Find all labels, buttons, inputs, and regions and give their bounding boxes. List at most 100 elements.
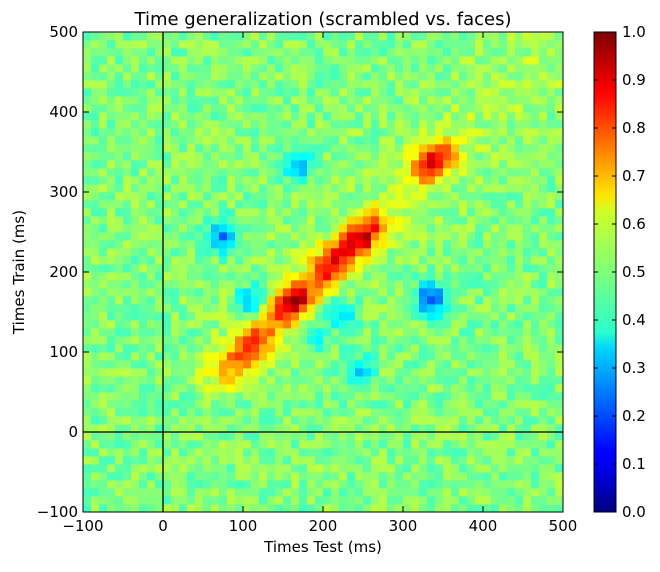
heatmap-cell: [267, 48, 276, 57]
heatmap-cell: [115, 296, 124, 305]
heatmap-cell: [459, 488, 468, 497]
heatmap-cell: [147, 88, 156, 97]
heatmap-cell: [115, 72, 124, 81]
heatmap-cell: [467, 344, 476, 353]
heatmap-cell: [395, 40, 404, 49]
heatmap-cell: [395, 136, 404, 145]
heatmap-cell: [355, 328, 364, 337]
heatmap-cell: [307, 288, 316, 297]
heatmap-cell: [267, 288, 276, 297]
heatmap-cell: [427, 216, 436, 225]
heatmap-cell: [459, 120, 468, 129]
heatmap-cell: [355, 88, 364, 97]
heatmap-cell: [155, 176, 164, 185]
heatmap-cell: [419, 408, 428, 417]
heatmap-cell: [99, 64, 108, 73]
heatmap-cell: [235, 152, 244, 161]
heatmap-cell: [467, 48, 476, 57]
heatmap-cell: [339, 144, 348, 153]
heatmap-cell: [419, 144, 428, 153]
heatmap-cell: [147, 176, 156, 185]
heatmap-cell: [459, 208, 468, 217]
heatmap-cell: [267, 240, 276, 249]
heatmap-cell: [163, 56, 172, 65]
heatmap-cell: [283, 96, 292, 105]
heatmap-cell: [555, 376, 564, 385]
heatmap-cell: [323, 488, 332, 497]
heatmap-cell: [531, 400, 540, 409]
heatmap-cell: [339, 128, 348, 137]
heatmap-cell: [427, 80, 436, 89]
heatmap-cell: [379, 344, 388, 353]
heatmap-cell: [387, 384, 396, 393]
heatmap-cell: [403, 160, 412, 169]
heatmap-cell: [499, 120, 508, 129]
heatmap-cell: [219, 192, 228, 201]
heatmap-cell: [179, 272, 188, 281]
heatmap-cell: [507, 304, 516, 313]
heatmap-cell: [379, 48, 388, 57]
heatmap-cell: [259, 464, 268, 473]
heatmap-cell: [483, 424, 492, 433]
heatmap-cell: [235, 88, 244, 97]
heatmap-cell: [355, 224, 364, 233]
heatmap-cell: [195, 144, 204, 153]
heatmap-cell: [115, 496, 124, 505]
heatmap-cell: [355, 464, 364, 473]
heatmap-cell: [435, 384, 444, 393]
heatmap-cell: [179, 256, 188, 265]
heatmap-cell: [291, 328, 300, 337]
heatmap-cell: [219, 48, 228, 57]
heatmap-cell: [515, 312, 524, 321]
heatmap-cell: [483, 272, 492, 281]
heatmap-cell: [203, 448, 212, 457]
heatmap-cell: [531, 336, 540, 345]
heatmap-cell: [363, 456, 372, 465]
heatmap-cell: [363, 64, 372, 73]
heatmap-cell: [427, 200, 436, 209]
heatmap-cell: [395, 280, 404, 289]
heatmap-cell: [139, 448, 148, 457]
heatmap-cell: [115, 168, 124, 177]
heatmap-cell: [203, 392, 212, 401]
heatmap-cell: [523, 400, 532, 409]
heatmap-cell: [147, 216, 156, 225]
heatmap-cell: [283, 320, 292, 329]
heatmap-cell: [419, 320, 428, 329]
heatmap-cell: [203, 248, 212, 257]
heatmap-cell: [387, 288, 396, 297]
heatmap-cell: [307, 272, 316, 281]
heatmap-cell: [155, 144, 164, 153]
heatmap-cell: [555, 224, 564, 233]
heatmap-cell: [547, 48, 556, 57]
heatmap-cell: [99, 304, 108, 313]
heatmap-cell: [491, 112, 500, 121]
heatmap-cell: [187, 456, 196, 465]
heatmap-cell: [491, 288, 500, 297]
heatmap-cell: [323, 32, 332, 41]
heatmap-cell: [539, 416, 548, 425]
heatmap-cell: [459, 368, 468, 377]
heatmap-cell: [435, 120, 444, 129]
heatmap-cell: [123, 184, 132, 193]
heatmap-cell: [139, 280, 148, 289]
heatmap-cell: [459, 376, 468, 385]
heatmap-cell: [211, 456, 220, 465]
heatmap-cell: [299, 80, 308, 89]
heatmap-cell: [123, 424, 132, 433]
heatmap-cell: [251, 56, 260, 65]
heatmap-cell: [91, 424, 100, 433]
heatmap-cell: [107, 392, 116, 401]
heatmap-cell: [203, 176, 212, 185]
heatmap-cell: [363, 56, 372, 65]
heatmap-cell: [211, 368, 220, 377]
heatmap-cell: [379, 184, 388, 193]
heatmap-cell: [403, 48, 412, 57]
heatmap-cell: [339, 400, 348, 409]
heatmap-cell: [467, 464, 476, 473]
heatmap-cell: [299, 336, 308, 345]
heatmap-cell: [259, 96, 268, 105]
heatmap-cell: [211, 224, 220, 233]
heatmap-cell: [419, 464, 428, 473]
heatmap-cell: [83, 424, 92, 433]
